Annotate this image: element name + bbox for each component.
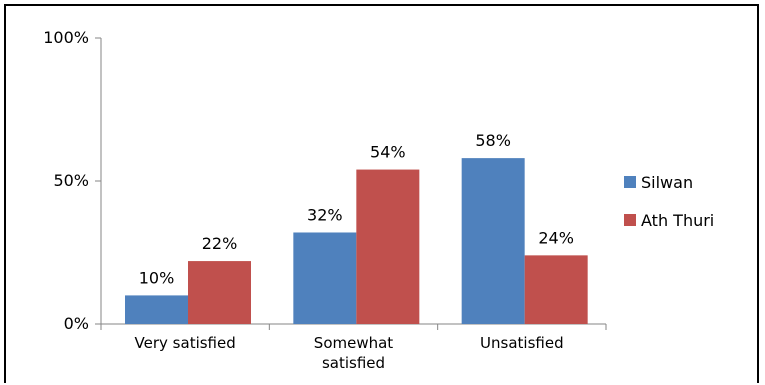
legend-swatch bbox=[624, 214, 636, 226]
legend-swatch bbox=[624, 176, 636, 188]
y-tick-label: 50% bbox=[53, 171, 89, 190]
y-tick-label: 0% bbox=[64, 314, 89, 333]
legend-label: Ath Thuri bbox=[641, 211, 714, 230]
data-label: 22% bbox=[202, 234, 238, 253]
bar-silwan bbox=[125, 295, 188, 324]
data-label: 24% bbox=[538, 228, 574, 247]
x-category-label: Somewhat bbox=[314, 334, 394, 352]
legend: Silwan Ath Thuri bbox=[624, 173, 714, 230]
data-label: 10% bbox=[139, 268, 175, 287]
y-tick-label: 100% bbox=[43, 28, 89, 47]
x-category-label: Very satisfied bbox=[135, 334, 236, 352]
chart-frame: 0% 50% 100% Very satisfied Somewhat satisfied… bbox=[4, 4, 759, 383]
bar-ath-thuri bbox=[188, 261, 251, 324]
data-label: 58% bbox=[475, 131, 511, 150]
bar-silwan bbox=[293, 232, 357, 324]
data-labels: 10% 32% 58% 22% 54% 24% bbox=[139, 131, 574, 287]
data-label: 54% bbox=[370, 143, 406, 162]
bar-chart: 0% 50% 100% Very satisfied Somewhat satisfied… bbox=[43, 28, 714, 372]
bar-ath-thuri bbox=[356, 169, 420, 324]
bar-silwan bbox=[461, 158, 525, 324]
legend-label: Silwan bbox=[641, 173, 693, 192]
bar-ath-thuri bbox=[524, 255, 588, 324]
x-category-label: Unsatisfied bbox=[480, 334, 564, 352]
x-category-label: satisfied bbox=[322, 354, 385, 372]
data-label: 32% bbox=[307, 205, 343, 224]
bars bbox=[125, 158, 588, 324]
